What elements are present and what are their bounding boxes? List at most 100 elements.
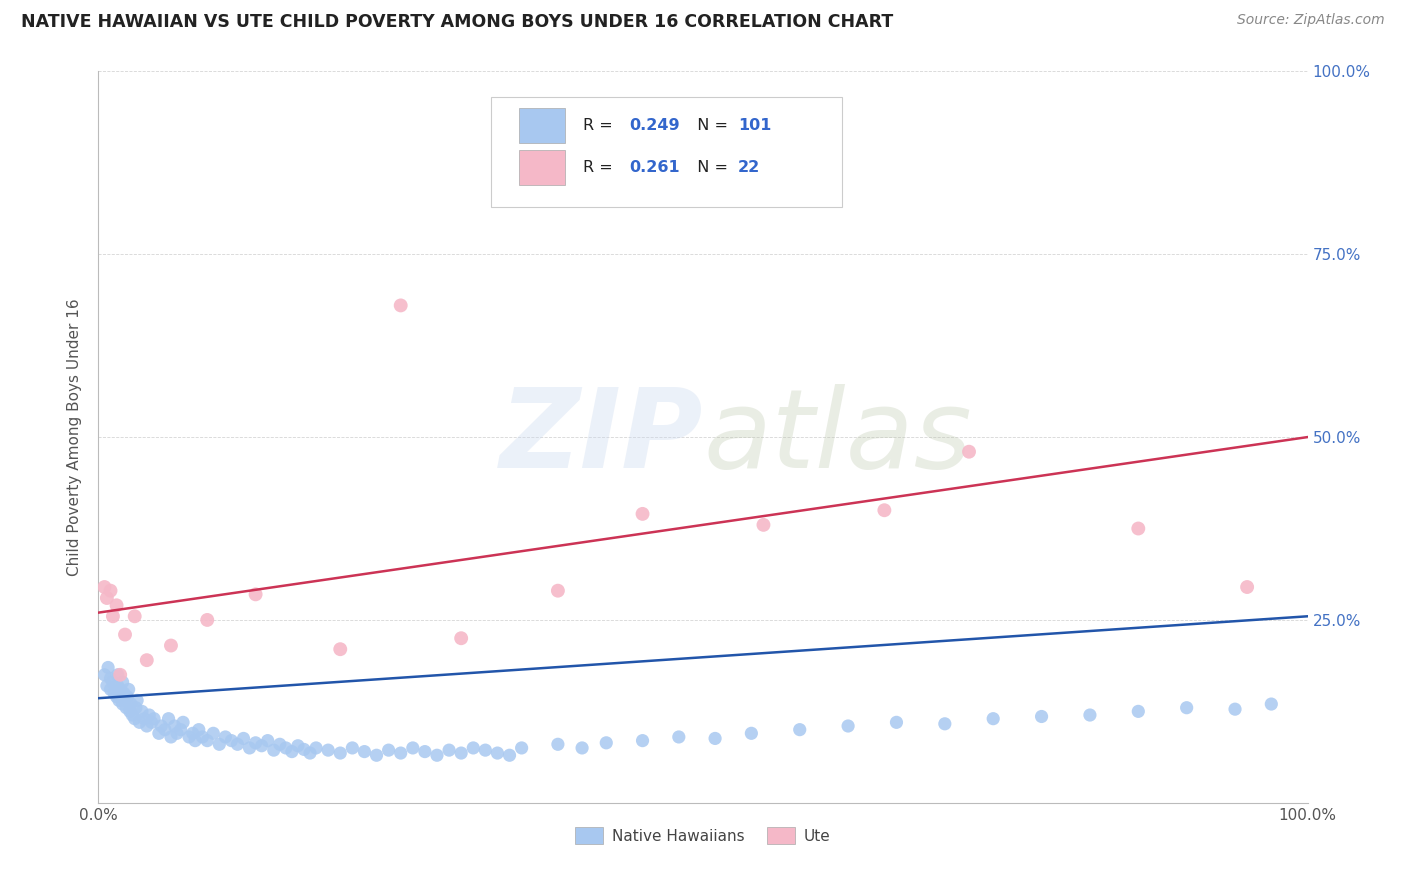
Text: 101: 101 <box>738 118 772 133</box>
Point <box>595 736 617 750</box>
Point <box>115 700 138 714</box>
Text: Source: ZipAtlas.com: Source: ZipAtlas.com <box>1237 13 1385 28</box>
Y-axis label: Child Poverty Among Boys Under 16: Child Poverty Among Boys Under 16 <box>67 298 83 576</box>
Point <box>1260 697 1282 711</box>
Point <box>1223 702 1246 716</box>
Point <box>157 712 180 726</box>
Point <box>150 719 173 733</box>
Text: N =: N = <box>688 161 734 176</box>
Point <box>873 503 896 517</box>
Point <box>112 686 135 700</box>
Point <box>107 667 129 681</box>
Point <box>117 690 139 704</box>
Point <box>101 675 124 690</box>
Point <box>135 653 157 667</box>
Point <box>141 715 163 730</box>
Point <box>389 298 412 312</box>
Point <box>250 739 273 753</box>
Text: 0.249: 0.249 <box>630 118 681 133</box>
Point <box>105 599 128 613</box>
Point <box>510 740 533 755</box>
Point <box>245 587 267 601</box>
Point <box>450 632 472 646</box>
Point <box>342 740 364 755</box>
Point <box>226 737 249 751</box>
Point <box>135 719 157 733</box>
Point <box>124 609 146 624</box>
Point <box>103 686 125 700</box>
Point <box>1128 705 1150 719</box>
Point <box>114 693 136 707</box>
Point <box>195 733 218 747</box>
Point <box>100 583 122 598</box>
Point <box>100 682 122 697</box>
Point <box>108 682 131 697</box>
Point <box>148 726 170 740</box>
Point <box>127 693 149 707</box>
Point <box>96 591 118 605</box>
Point <box>353 745 375 759</box>
Legend: Native Hawaiians, Ute: Native Hawaiians, Ute <box>569 822 837 850</box>
Point <box>389 746 412 760</box>
Point <box>195 613 218 627</box>
Point <box>752 517 775 532</box>
Text: atlas: atlas <box>703 384 972 491</box>
Point <box>100 672 122 686</box>
Point <box>269 737 291 751</box>
Text: 22: 22 <box>738 161 761 176</box>
Bar <box>519 108 565 143</box>
Point <box>402 740 425 755</box>
Point <box>179 730 201 744</box>
Point <box>166 726 188 740</box>
Point <box>305 740 328 755</box>
Point <box>184 733 207 747</box>
Point <box>281 745 304 759</box>
Point <box>263 743 285 757</box>
Point <box>181 726 204 740</box>
Point <box>121 708 143 723</box>
Point <box>1078 708 1101 723</box>
Point <box>1031 709 1053 723</box>
Point <box>631 733 654 747</box>
Point <box>138 708 160 723</box>
Point <box>547 737 569 751</box>
Point <box>105 690 128 704</box>
Point <box>108 667 131 681</box>
Point <box>668 730 690 744</box>
Point <box>191 730 214 744</box>
Point <box>413 745 436 759</box>
Point <box>160 639 183 653</box>
Point <box>329 642 352 657</box>
Bar <box>519 151 565 186</box>
Point <box>187 723 209 737</box>
Point <box>125 700 148 714</box>
Point <box>740 726 762 740</box>
Point <box>426 748 449 763</box>
Point <box>128 715 150 730</box>
Point <box>120 697 142 711</box>
Point <box>486 746 509 760</box>
Point <box>789 723 811 737</box>
Point <box>316 743 339 757</box>
Point <box>143 712 166 726</box>
Point <box>93 667 115 681</box>
Point <box>547 583 569 598</box>
Point <box>377 743 399 757</box>
Point <box>256 733 278 747</box>
Point <box>1236 580 1258 594</box>
Point <box>208 737 231 751</box>
Text: R =: R = <box>583 118 619 133</box>
Point <box>111 697 134 711</box>
Point <box>214 730 236 744</box>
Point <box>292 742 315 756</box>
Point <box>704 731 727 746</box>
Point <box>160 730 183 744</box>
Point <box>474 743 496 757</box>
Point <box>1175 700 1198 714</box>
Point <box>107 679 129 693</box>
Point <box>631 507 654 521</box>
Point <box>101 609 124 624</box>
Point <box>287 739 309 753</box>
Text: N =: N = <box>688 118 734 133</box>
Point <box>837 719 859 733</box>
